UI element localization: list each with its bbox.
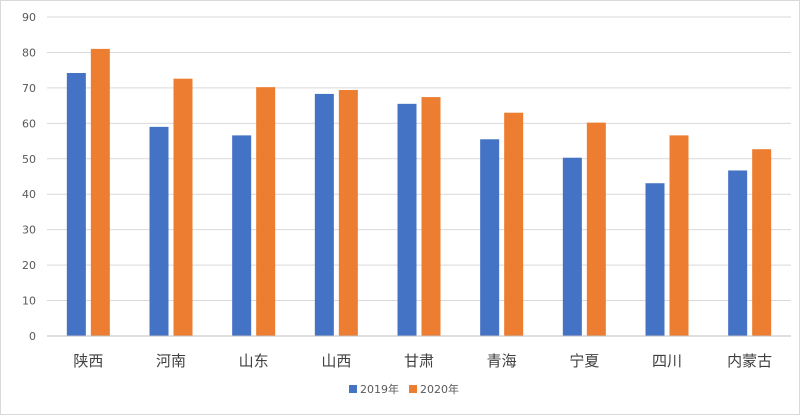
bar-河南-2020年: [173, 78, 193, 336]
y-tick-label: 70: [22, 82, 36, 95]
legend-label: 2019年: [360, 382, 399, 396]
bar-河南-2019年: [149, 126, 169, 336]
category-label: 山东: [239, 352, 269, 370]
category-label: 四川: [652, 352, 682, 370]
y-tick-label: 10: [22, 295, 36, 308]
bar-宁夏-2019年: [562, 157, 582, 336]
bar-内蒙古-2019年: [728, 170, 748, 336]
bar-内蒙古-2020年: [752, 149, 772, 336]
bar-青海-2020年: [504, 112, 524, 336]
legend-swatch-2019年: [349, 385, 357, 393]
category-label: 宁夏: [569, 352, 599, 370]
category-label: 青海: [487, 352, 517, 370]
y-tick-label: 30: [22, 224, 36, 237]
bar-甘肃-2020年: [421, 97, 441, 336]
bar-陕西-2019年: [66, 73, 86, 336]
category-label: 内蒙古: [727, 352, 772, 370]
legend-label: 2020年: [420, 382, 459, 396]
bar-山西-2020年: [338, 90, 358, 336]
bar-甘肃-2019年: [397, 103, 417, 336]
category-label: 甘肃: [404, 352, 434, 370]
gridlines: [47, 16, 791, 302]
bar-四川-2019年: [645, 183, 665, 336]
bar-山西-2019年: [314, 93, 334, 336]
y-tick-label: 80: [22, 46, 36, 59]
y-tick-label: 20: [22, 259, 36, 272]
category-label: 陕西: [73, 352, 103, 370]
legend: 2019年 2020年: [349, 382, 459, 396]
bar-陕西-2020年: [90, 48, 110, 337]
bars: [66, 48, 772, 337]
bar-四川-2020年: [669, 135, 689, 336]
bar-山东-2020年: [256, 87, 276, 337]
bar-青海-2019年: [480, 139, 500, 336]
x-axis-category-labels: 陕西 河南 山东 山西 甘肃 青海 宁夏 四川 内蒙古: [73, 352, 772, 370]
y-tick-label: 50: [22, 153, 36, 166]
y-axis-tick-labels: 0 10 20 30 40 50 60 70 80 90: [22, 11, 36, 343]
category-label: 河南: [156, 352, 186, 370]
bar-宁夏-2020年: [586, 122, 606, 336]
bar-山东-2019年: [232, 135, 252, 336]
y-tick-label: 0: [29, 330, 36, 343]
y-tick-label: 90: [22, 11, 36, 24]
y-tick-label: 60: [22, 117, 36, 130]
y-tick-label: 40: [22, 188, 36, 201]
category-label: 山西: [321, 352, 351, 370]
legend-swatch-2020年: [409, 385, 417, 393]
